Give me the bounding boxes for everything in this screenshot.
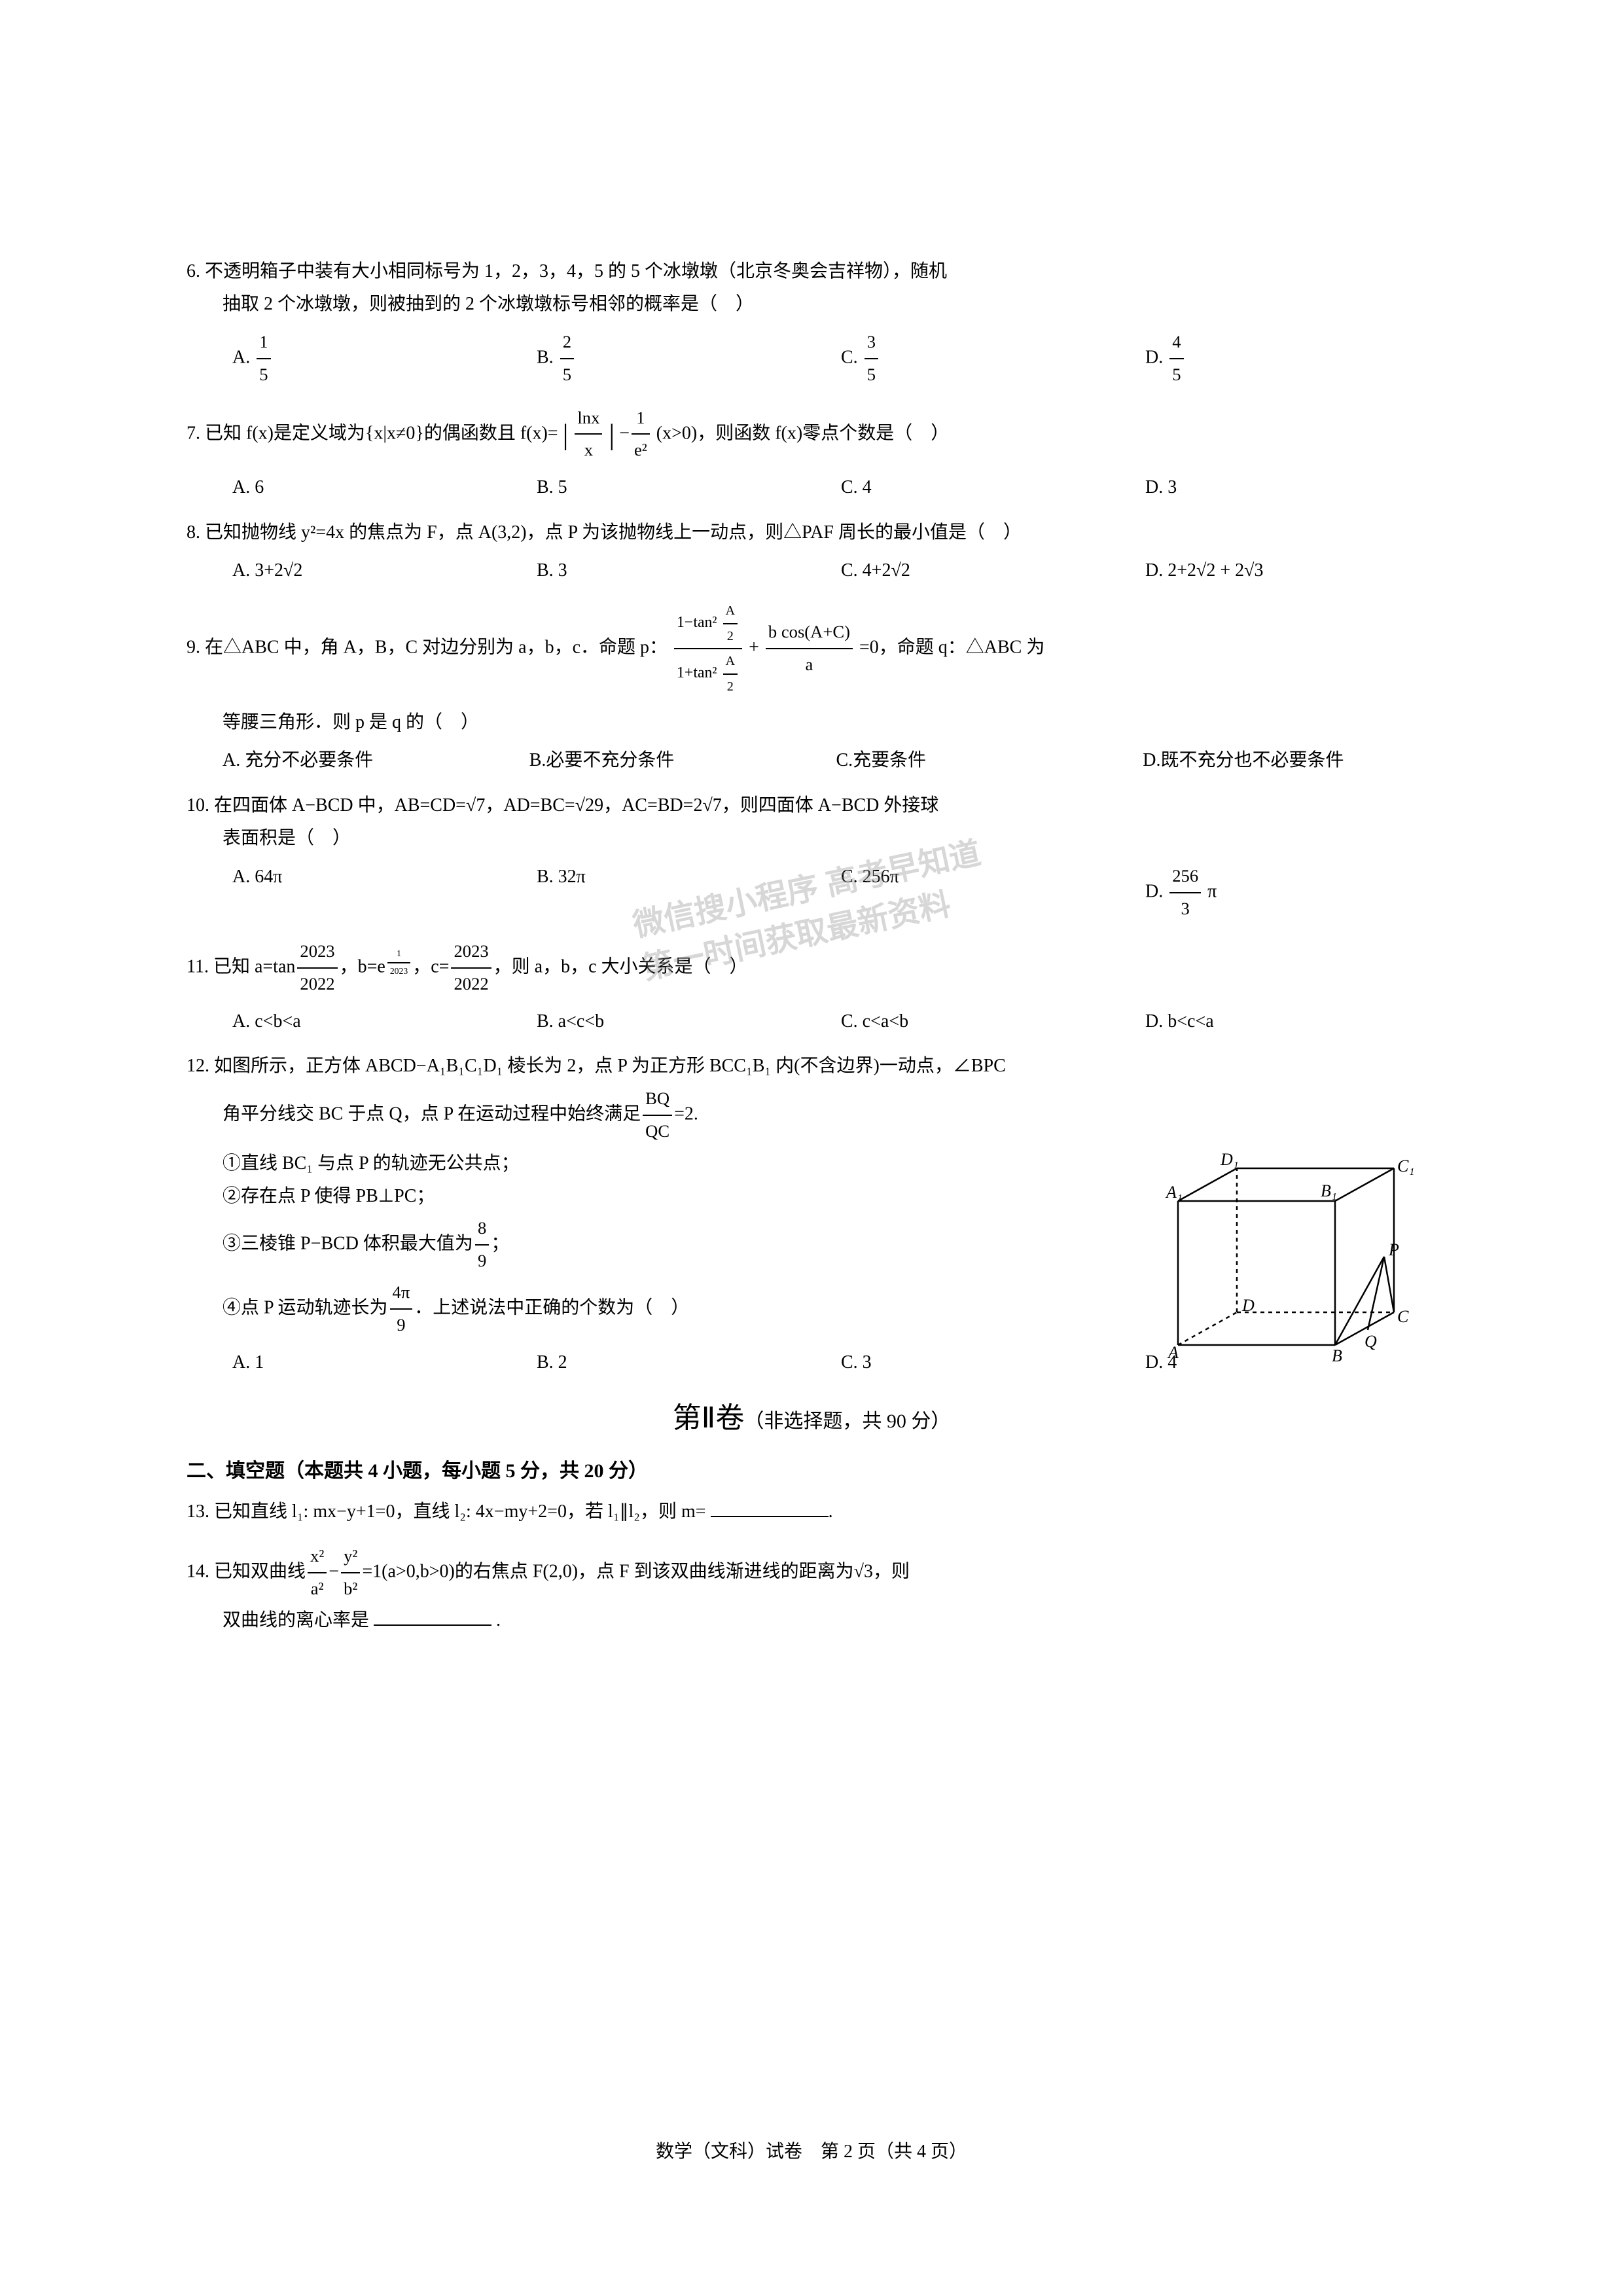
q8-opt-b: B. 3 <box>537 554 828 587</box>
q12-line2: 角平分线交 BC 于点 Q，点 P 在运动过程中始终满足BQQC=2. <box>187 1083 1436 1147</box>
q7-opt-d: D. 3 <box>1145 471 1436 504</box>
q8-opt-a: A. 3+2√2 <box>232 554 524 587</box>
q12-line1: 12. 如图所示，正方体 ABCD−A₁B₁C₁D₁ 棱长为 2，点 P 为正方… <box>187 1050 1436 1083</box>
q7-options: A. 6 B. 5 C. 4 D. 3 <box>187 471 1436 504</box>
question-11: 11. 已知 a=tan20232022，b=e12023，c=20232022… <box>187 936 1436 1038</box>
q10-text2: 表面积是（ ） <box>187 822 1436 855</box>
blank-13 <box>711 1499 829 1517</box>
q9-text: 9. 在△ABC 中，角 A，B，C 对边分别为 a，b，c．命题 p： 1−t… <box>187 599 1436 698</box>
svg-text:D: D <box>1241 1296 1255 1315</box>
svg-text:C: C <box>1397 1307 1409 1326</box>
question-9: 9. 在△ABC 中，角 A，B，C 对边分别为 a，b，c．命题 p： 1−t… <box>187 599 1436 777</box>
q14-text: 14. 已知双曲线x²a²−y²b²=1(a>0,b>0)的右焦点 F(2,0)… <box>187 1541 1436 1605</box>
svg-text:P: P <box>1388 1240 1399 1259</box>
question-6: 6. 不透明箱子中装有大小相同标号为 1，2，3，4，5 的 5 个冰墩墩（北京… <box>187 255 1436 391</box>
subsection-2: 二、填空题（本题共 4 小题，每小题 5 分，共 20 分） <box>187 1454 1436 1489</box>
q12-opt-b: B. 2 <box>537 1346 828 1379</box>
question-10: 10. 在四面体 A−BCD 中，AB=CD=√7，AD=BC=√29，AC=B… <box>187 789 1436 925</box>
q6-line1: 6. 不透明箱子中装有大小相同标号为 1，2，3，4，5 的 5 个冰墩墩（北京… <box>187 255 1436 288</box>
q14-text2: 双曲线的离心率是 . <box>187 1604 1436 1637</box>
question-13: 13. 已知直线 l₁: mx−y+1=0，直线 l₂: 4x−my+2=0，若… <box>187 1496 1436 1528</box>
q9-options: A. 充分不必要条件 B.必要不充分条件 C.充要条件 D.既不充分也不必要条件 <box>187 744 1436 777</box>
blank-14 <box>374 1607 491 1626</box>
q7-text: 7. 已知 f(x)是定义域为{x|x≠0}的偶函数且 f(x)= | lnxx… <box>187 403 1436 467</box>
question-7: 7. 已知 f(x)是定义域为{x|x≠0}的偶函数且 f(x)= | lnxx… <box>187 403 1436 505</box>
svg-text:D₁: D₁ <box>1220 1150 1239 1169</box>
q8-opt-c: C. 4+2√2 <box>841 554 1132 587</box>
svg-text:A: A <box>1167 1343 1179 1362</box>
q9-opt-a: A. 充分不必要条件 <box>223 744 516 777</box>
q11-opt-b: B. a<c<b <box>537 1005 828 1038</box>
svg-text:B: B <box>1332 1346 1342 1365</box>
q10-opt-a: A. 64π <box>232 861 524 925</box>
question-14: 14. 已知双曲线x²a²−y²b²=1(a>0,b>0)的右焦点 F(2,0)… <box>187 1541 1436 1638</box>
q9-text2: 等腰三角形．则 p 是 q 的（ ） <box>187 706 1436 739</box>
page-footer: 数学（文科）试卷 第 2 页（共 4 页） <box>0 2136 1623 2168</box>
q10-options: A. 64π B. 32π C. 256π D. 2563 π <box>187 861 1436 925</box>
q10-text: 10. 在四面体 A−BCD 中，AB=CD=√7，AD=BC=√29，AC=B… <box>187 789 1436 822</box>
q12-opt-c: C. 3 <box>841 1346 1132 1379</box>
q7-opt-b: B. 5 <box>537 471 828 504</box>
q11-options: A. c<b<a B. a<c<b C. c<a<b D. b<c<a <box>187 1005 1436 1038</box>
q10-opt-d: D. 2563 π <box>1145 861 1436 925</box>
q6-opt-d: D. 45 <box>1145 327 1436 391</box>
q9-opt-d: D.既不充分也不必要条件 <box>1143 744 1436 777</box>
q11-text: 11. 已知 a=tan20232022，b=e12023，c=20232022… <box>187 936 1436 1000</box>
q7-opt-c: C. 4 <box>841 471 1132 504</box>
q13-text: 13. 已知直线 l₁: mx−y+1=0，直线 l₂: 4x−my+2=0，若… <box>187 1496 1436 1528</box>
q11-opt-c: C. c<a<b <box>841 1005 1132 1038</box>
q10-opt-c: C. 256π <box>841 861 1132 925</box>
q6-line2: 抽取 2 个冰墩墩，则被抽到的 2 个冰墩墩标号相邻的概率是（ ） <box>187 288 1436 321</box>
q6-opt-c: C. 35 <box>841 327 1132 391</box>
q10-opt-b: B. 32π <box>537 861 828 925</box>
q6-opt-a: A. 15 <box>232 327 524 391</box>
q8-opt-d: D. 2+2√2 + 2√3 <box>1145 554 1436 587</box>
q11-opt-a: A. c<b<a <box>232 1005 524 1038</box>
svg-text:C₁: C₁ <box>1397 1157 1414 1175</box>
svg-text:A₁: A₁ <box>1165 1183 1183 1202</box>
q6-opt-b: B. 25 <box>537 327 828 391</box>
q11-opt-d: D. b<c<a <box>1145 1005 1436 1038</box>
q8-text: 8. 已知抛物线 y²=4x 的焦点为 F，点 A(3,2)，点 P 为该抛物线… <box>187 516 1436 549</box>
q6-options: A. 15 B. 25 C. 35 D. 45 <box>187 327 1436 391</box>
q9-opt-b: B.必要不充分条件 <box>529 744 823 777</box>
svg-text:Q: Q <box>1364 1332 1377 1351</box>
section-2-title: 第Ⅱ卷（非选择题，共 90 分） <box>187 1392 1436 1444</box>
question-8: 8. 已知抛物线 y²=4x 的焦点为 F，点 A(3,2)，点 P 为该抛物线… <box>187 516 1436 588</box>
q12-opt-a: A. 1 <box>232 1346 524 1379</box>
q8-options: A. 3+2√2 B. 3 C. 4+2√2 D. 2+2√2 + 2√3 <box>187 554 1436 587</box>
cube-diagram: A B C D A₁ B₁ C₁ D₁ P Q <box>1152 1149 1414 1371</box>
q7-opt-a: A. 6 <box>232 471 524 504</box>
q9-opt-c: C.充要条件 <box>836 744 1130 777</box>
svg-text:B₁: B₁ <box>1321 1181 1337 1200</box>
